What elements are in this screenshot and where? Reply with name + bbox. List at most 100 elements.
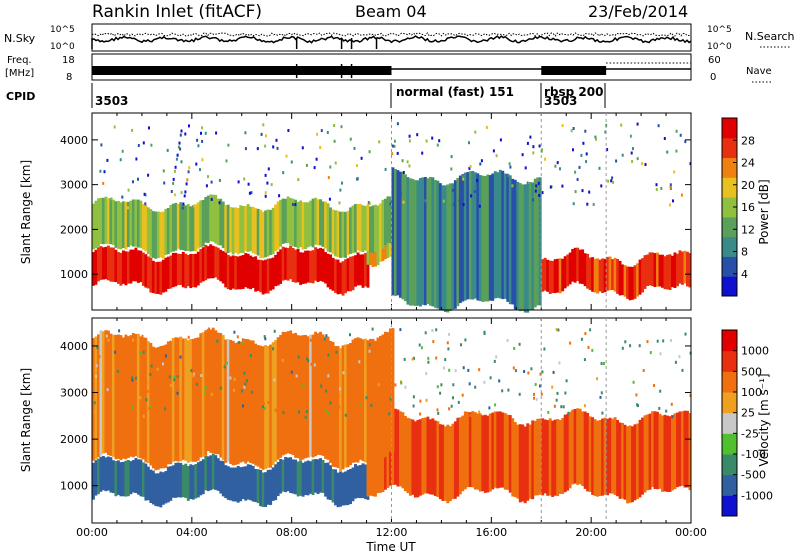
heatmap-cell — [406, 417, 410, 494]
heatmap-cell — [524, 166, 527, 170]
heatmap-cell — [439, 391, 442, 395]
heatmap-cell — [561, 258, 565, 292]
heatmap-cell — [326, 462, 330, 500]
heatmap-cell — [436, 421, 440, 498]
heatmap-cell — [271, 257, 275, 290]
heatmap-cell — [413, 356, 415, 360]
heatmap-cell — [479, 162, 482, 166]
heatmap-cell — [272, 347, 274, 351]
heatmap-cell — [603, 417, 607, 495]
heatmap-cell — [518, 392, 521, 396]
heatmap-cell — [164, 208, 168, 256]
heatmap-cell — [538, 177, 542, 306]
heatmap-cell — [148, 126, 150, 130]
heatmap-cell — [221, 201, 225, 249]
heatmap-cell — [189, 206, 193, 252]
heatmap-cell — [269, 469, 273, 505]
heatmap-cell — [319, 458, 323, 493]
heatmap-cell — [549, 185, 552, 189]
heatmap-cell — [234, 366, 237, 370]
heatmap-cell — [209, 244, 213, 279]
heatmap-cell — [141, 334, 144, 338]
heatmap-cell — [163, 181, 166, 185]
heatmap-cell — [286, 247, 290, 281]
heatmap-cell — [485, 125, 488, 129]
heatmap-cell — [196, 202, 200, 249]
heatmap-cell — [214, 455, 218, 490]
noise-tick-top-right: 10^5 — [707, 25, 732, 35]
heatmap-cell — [188, 124, 190, 128]
heatmap-cell — [171, 252, 175, 288]
heatmap-cell — [365, 396, 368, 400]
heatmap-cell — [558, 419, 562, 494]
heatmap-cell — [624, 340, 627, 344]
heatmap-cell — [304, 334, 308, 459]
heatmap-cell — [316, 333, 320, 455]
heatmap-cell — [600, 391, 603, 395]
heatmap-cell — [274, 408, 277, 412]
heatmap-cell — [438, 183, 442, 310]
heatmap-cell — [154, 473, 158, 507]
heatmap-cell — [129, 335, 133, 457]
heatmap-cell — [195, 162, 198, 166]
heatmap-cell — [245, 379, 248, 383]
heatmap-cell — [563, 256, 567, 289]
heatmap-cell — [460, 343, 462, 347]
heatmap-cell — [530, 367, 533, 371]
heatmap-cell — [656, 252, 659, 287]
heatmap-cell — [299, 460, 303, 496]
heatmap-cell — [636, 263, 639, 297]
colorbar-swatch — [722, 350, 737, 372]
velocity-colorbar-tick-label: 25 — [741, 407, 755, 420]
heatmap-cell — [326, 336, 330, 460]
colorbar-swatch — [722, 474, 737, 496]
heatmap-cell — [264, 144, 267, 148]
heatmap-cell — [176, 375, 179, 379]
heatmap-cell — [458, 199, 461, 203]
heatmap-cell — [251, 257, 255, 288]
heatmap-cell — [192, 372, 195, 376]
heatmap-cell — [173, 378, 176, 382]
heatmap-cell — [431, 177, 435, 307]
heatmap-cell — [184, 463, 188, 498]
heatmap-cell — [274, 204, 278, 251]
cpid-segment-4: 3503 — [544, 94, 577, 108]
heatmap-cell — [92, 338, 95, 461]
heatmap-cell — [261, 472, 265, 507]
heatmap-cell — [201, 247, 205, 282]
heatmap-cell — [201, 459, 205, 495]
heatmap-cell — [572, 127, 575, 130]
heatmap-cell — [331, 341, 335, 467]
heatmap-cell — [643, 255, 647, 289]
heatmap-cell — [296, 335, 300, 459]
heatmap-cell — [154, 347, 158, 471]
heatmap-cell — [284, 456, 288, 493]
cpid-label: CPID — [6, 90, 35, 103]
heatmap-cell — [440, 383, 443, 387]
heatmap-cell — [529, 135, 532, 139]
heatmap-cell — [583, 411, 587, 489]
heatmap-cell — [267, 167, 270, 171]
heatmap-cell — [191, 205, 195, 252]
heatmap-cell — [226, 361, 228, 365]
heatmap-cell — [585, 152, 588, 156]
heatmap-cell — [231, 207, 235, 255]
heatmap-cell — [389, 397, 392, 401]
heatmap-cell — [184, 190, 187, 194]
heatmap-cell — [323, 337, 326, 341]
heatmap-cell — [229, 256, 233, 290]
heatmap-cell — [452, 188, 455, 192]
heatmap-cell — [106, 198, 110, 245]
heatmap-cell — [294, 203, 297, 207]
heatmap-cell — [621, 264, 625, 296]
heatmap-cell — [205, 184, 208, 188]
heatmap-cell — [349, 137, 352, 141]
time-tick-label: 08:00 — [276, 526, 308, 539]
heatmap-cell — [668, 254, 672, 291]
heatmap-cell — [114, 460, 118, 497]
heatmap-cell — [591, 417, 595, 495]
heatmap-cell — [461, 175, 464, 179]
heatmap-cell — [206, 195, 210, 243]
heatmap-cell — [655, 183, 658, 187]
heatmap-cell — [146, 389, 149, 393]
